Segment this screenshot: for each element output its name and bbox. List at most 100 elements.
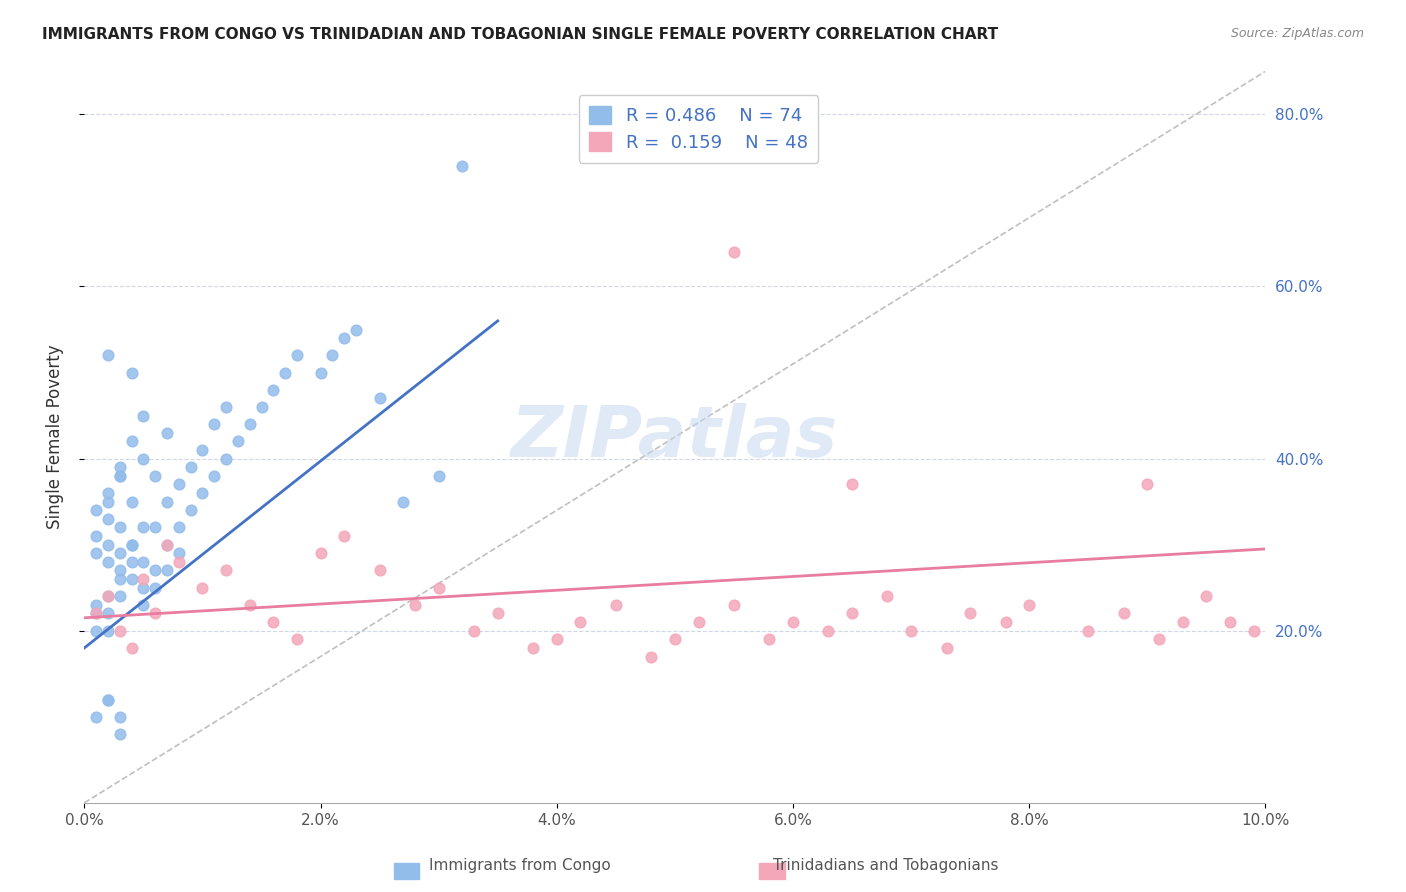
Point [84,624,107,638]
Point [97,692,120,706]
Point [97,555,120,569]
Point [167,555,190,569]
Point [368,392,391,406]
Point [108,564,131,578]
Point [427,468,450,483]
Point [841,607,863,621]
Point [108,727,131,741]
Point [285,348,308,362]
Point [108,710,131,724]
Point [876,589,898,603]
Point [143,468,166,483]
Point [108,460,131,475]
Point [97,494,120,508]
Point [84,503,107,517]
Point [605,598,627,612]
Point [285,632,308,647]
Point [121,366,143,380]
Point [191,486,214,500]
Point [156,425,179,440]
Point [758,632,780,647]
Point [1077,624,1099,638]
Point [309,366,332,380]
Point [121,494,143,508]
Point [121,538,143,552]
Point [132,451,155,466]
Point [959,607,981,621]
Point [274,366,297,380]
Point [1147,632,1170,647]
Point [1243,624,1265,638]
Point [215,451,238,466]
Point [250,400,273,414]
Point [900,624,922,638]
Text: Immigrants from Congo: Immigrants from Congo [429,858,612,872]
Text: Trinidadians and Tobagonians: Trinidadians and Tobagonians [773,858,998,872]
Point [156,538,179,552]
Point [156,564,179,578]
Point [522,640,544,655]
Point [180,460,202,475]
Point [994,615,1017,629]
Point [392,494,415,508]
Point [1219,615,1241,629]
Point [143,607,166,621]
Point [143,564,166,578]
Point [935,640,957,655]
Point [817,624,839,638]
Point [84,607,107,621]
Point [121,572,143,586]
Point [1112,607,1135,621]
Point [97,589,120,603]
Point [239,598,262,612]
Point [132,581,155,595]
Point [451,159,474,173]
Point [108,624,131,638]
Point [202,468,225,483]
Text: IMMIGRANTS FROM CONGO VS TRINIDADIAN AND TOBAGONIAN SINGLE FEMALE POVERTY CORREL: IMMIGRANTS FROM CONGO VS TRINIDADIAN AND… [42,27,998,42]
Point [640,649,662,664]
Point [97,624,120,638]
Point [84,529,107,543]
Point [309,546,332,560]
Point [97,589,120,603]
Point [143,581,166,595]
Point [97,348,120,362]
Point [167,546,190,560]
Legend: R = 0.486    N = 74, R =  0.159    N = 48: R = 0.486 N = 74, R = 0.159 N = 48 [579,95,818,162]
Point [404,598,426,612]
Point [262,383,284,397]
Point [688,615,710,629]
Point [156,538,179,552]
Point [215,564,238,578]
Point [97,538,120,552]
Point [121,538,143,552]
Point [132,555,155,569]
Text: ZIPatlas: ZIPatlas [512,402,838,472]
Point [215,400,238,414]
Point [226,434,249,449]
Point [121,640,143,655]
Point [321,348,343,362]
Point [84,546,107,560]
Point [97,486,120,500]
Point [108,572,131,586]
Point [167,477,190,491]
Point [108,468,131,483]
Point [1171,615,1194,629]
Point [368,564,391,578]
Point [1136,477,1159,491]
Point [1195,589,1218,603]
Point [132,520,155,534]
Point [239,417,262,432]
Point [167,520,190,534]
Point [180,503,202,517]
Point [1018,598,1040,612]
Point [108,468,131,483]
Point [333,529,356,543]
Point [132,598,155,612]
Point [108,589,131,603]
Point [156,494,179,508]
Point [97,512,120,526]
Point [262,615,284,629]
